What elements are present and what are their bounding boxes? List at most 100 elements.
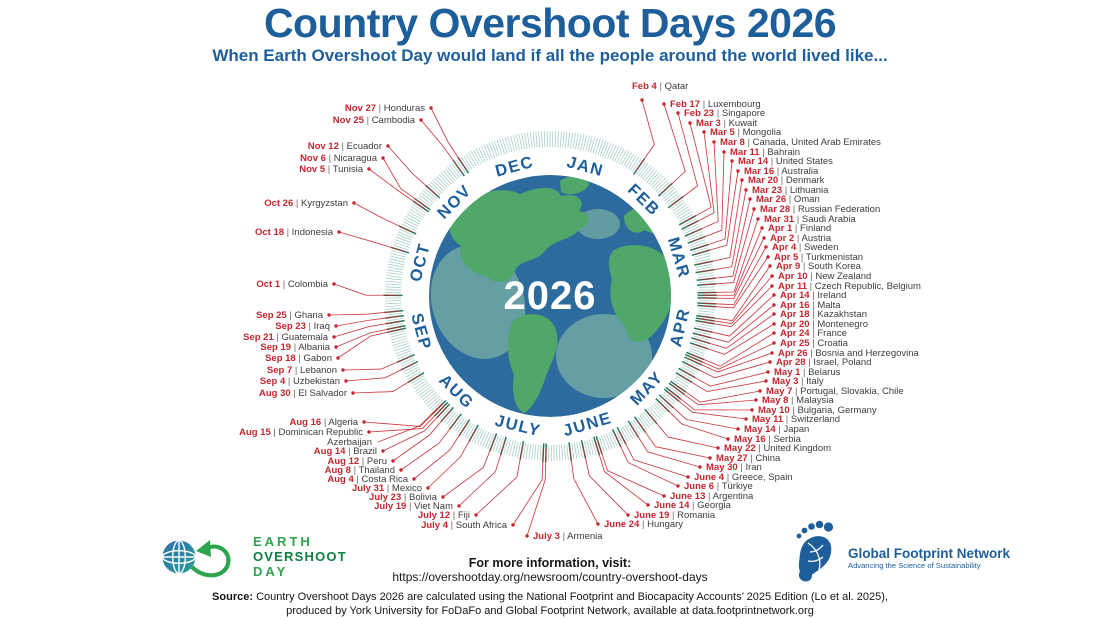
date-dot [756,217,760,221]
date-dot [412,477,416,481]
leader-line [413,423,468,480]
date-dot [334,324,338,328]
date-dot [754,398,758,402]
more-info-block: For more information, visit: https://ove… [0,556,1100,584]
leader-line [335,326,402,348]
leader-line [594,441,649,506]
country-entry-label: Aug 8 | Thailand [325,465,395,476]
country-entry-label: Nov 6 | Nicaragua [300,153,378,164]
country-entry-label: Feb 17 | Luxembourg [670,99,761,110]
leader-line [512,447,544,526]
date-dot [399,468,403,472]
country-entry-label: Aug 12 | Peru [327,456,387,467]
leader-line [614,433,679,487]
leader-line [689,342,775,370]
source-note: Source: Country Overshoot Days 2026 are … [0,590,1100,618]
country-entry-label: Apr 20 | Montenegro [780,319,868,330]
date-dot [708,456,712,460]
leader-line [333,283,399,296]
country-entry-label: May 16 | Serbia [734,434,802,445]
leader-line [686,361,771,379]
date-dot [760,226,764,230]
date-dot [768,264,772,268]
continent-greenland [560,176,589,195]
date-dot [722,150,726,154]
month-label: DEC [493,153,536,181]
country-entry-label: Aug 4 | Costa Rica [327,474,408,485]
date-dot [748,197,752,201]
date-dot [730,159,734,163]
country-entry-label: May 30 | Iran [706,462,762,473]
month-label: APR [667,306,694,348]
country-entry-label: July 19 | Viet Nam [374,501,453,512]
country-entry-label: Mar 31 | Saudi Arabia [764,214,856,225]
date-dot [688,121,692,125]
leader-line [352,374,421,394]
country-entry-label: Mar 28 | Russian Federation [760,204,880,215]
date-dot [772,322,776,326]
leader-line [647,412,719,449]
leader-line [442,437,496,498]
date-dot [640,98,644,102]
country-entry-label: July 4 | South Africa [421,520,508,531]
leader-line [700,189,747,273]
leader-line [342,356,411,371]
date-dot [770,284,774,288]
leader-line [688,352,773,373]
country-entry-label: Nov 27 | Honduras [345,103,425,114]
country-entry-label: Aug 15 | Dominican Republic [239,427,363,438]
source-line-1: Source: Country Overshoot Days 2026 are … [212,591,888,603]
date-dot [429,106,433,110]
country-entry-label: Apr 10 | New Zealand [778,271,871,282]
country-entry-label: May 27 | China [716,453,781,464]
date-dot [768,360,772,364]
country-entry-label: Nov 12 | Ecuador [308,141,382,152]
month-label: SEP [407,311,434,352]
date-dot [770,351,774,355]
country-entry-label: May 8 | Malaysia [762,395,834,406]
date-dot [511,523,515,527]
date-dot [662,102,666,106]
country-entry-label: June 24 | Hungary [604,519,683,530]
date-dot [758,389,762,393]
country-entry-label: May 1 | Belarus [774,367,841,378]
country-entry-label: Sep 7 | Lebanon [267,365,337,376]
country-entry-label: Apr 24 | France [780,328,847,339]
date-dot [344,379,348,383]
date-dot [726,437,730,441]
date-dot [362,420,366,424]
month-label: JAN [565,153,606,180]
country-entry-label: Apr 28 | Israel, Poland [776,357,871,368]
date-dot [626,513,630,517]
date-dot [736,169,740,173]
leader-line [700,275,773,325]
leader-line [387,145,437,196]
leader-line [382,157,427,208]
country-entry-label: Feb 4 | Qatar [632,81,688,92]
date-dot [744,188,748,192]
date-dot [381,156,385,160]
date-dot [367,167,371,171]
leader-line [635,99,655,172]
country-entry-label: Oct 1 | Colombia [256,279,328,290]
country-entry-label: Apr 2 | Austria [770,233,832,244]
info-url-link[interactable]: https://overshootday.org/newsroom/countr… [392,570,708,584]
country-entry-label: Apr 25 | Croatia [780,338,849,349]
country-entry-label: May 7 | Portugal, Slovakia, Chile [766,386,904,397]
date-dot [752,207,756,211]
date-dot [596,522,600,526]
leader-line [618,431,689,478]
date-dot [698,465,702,469]
date-dot [736,427,740,431]
leader-line [694,160,733,250]
leader-line [672,385,757,406]
leader-line [458,441,506,507]
country-entry-label: Apr 4 | Sweden [772,242,838,253]
leader-line [333,320,401,338]
country-entry-label: Mar 8 | Canada, United Arab Emirates [720,137,881,148]
country-entry-label: June 4 | Greece, Spain [694,472,793,483]
date-dot [381,449,385,453]
eod-wordmark: EARTH OVERSHOOT DAY [253,533,347,579]
leader-line [695,313,775,349]
